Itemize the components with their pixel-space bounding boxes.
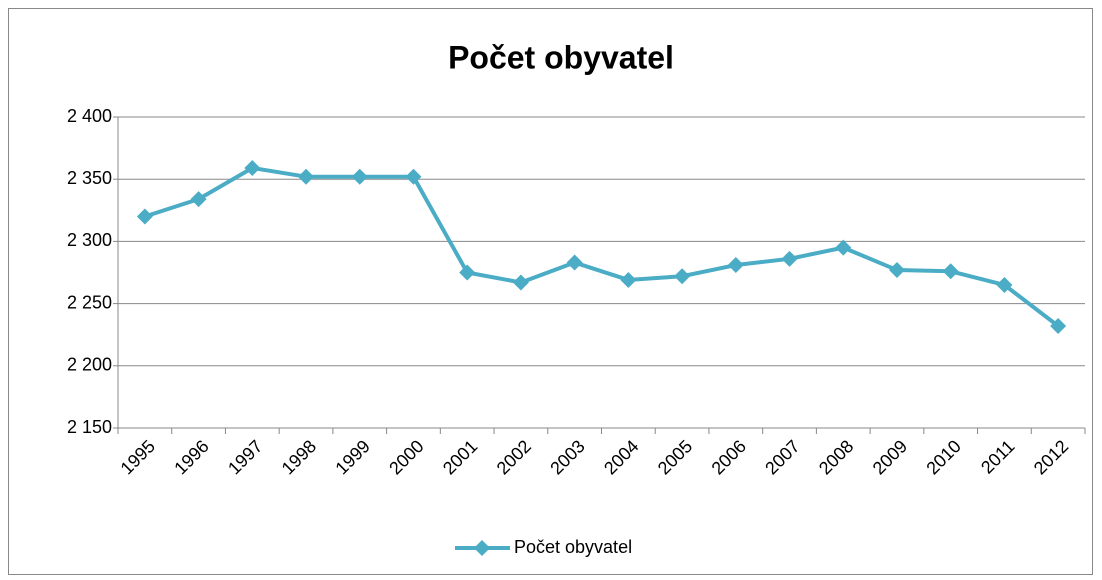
data-point <box>244 160 261 177</box>
data-point <box>566 254 583 271</box>
data-point <box>459 264 476 281</box>
y-tick-label: 2 300 <box>67 230 112 250</box>
y-tick-label: 2 400 <box>67 106 112 126</box>
data-point <box>190 191 207 208</box>
data-point <box>351 168 368 185</box>
chart-title: Počet obyvatel <box>448 39 674 75</box>
data-point <box>620 271 637 288</box>
y-tick-label: 2 350 <box>67 168 112 188</box>
legend-label: Počet obyvatel <box>514 537 632 557</box>
data-point <box>727 257 744 274</box>
data-point <box>835 239 852 256</box>
series-line <box>144 166 1060 328</box>
legend-marker <box>474 540 490 556</box>
data-point <box>136 208 153 225</box>
y-tick-label: 2 150 <box>67 417 112 437</box>
data-point <box>1050 317 1067 334</box>
data-point <box>888 262 905 279</box>
data-point <box>781 250 798 267</box>
y-tick-label: 2 250 <box>67 292 112 312</box>
chart-border <box>8 8 1093 575</box>
data-point <box>674 268 691 285</box>
data-point <box>996 276 1013 293</box>
data-point <box>942 263 959 280</box>
data-point <box>405 168 422 185</box>
data-point <box>298 168 315 185</box>
data-point <box>512 274 529 291</box>
y-tick-label: 2 200 <box>67 355 112 375</box>
